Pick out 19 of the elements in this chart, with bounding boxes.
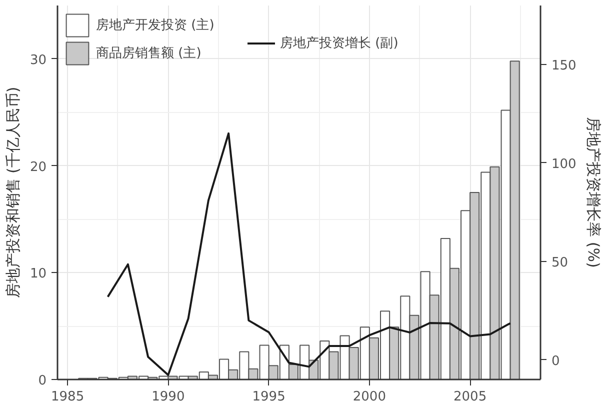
line-series bbox=[106, 132, 512, 376]
y-tick-label: 20 bbox=[30, 160, 47, 175]
x-tick-label: 2000 bbox=[352, 390, 386, 404]
y-tick-label: 30 bbox=[30, 52, 47, 68]
legend-label: 房地产投资增长 (副) bbox=[280, 35, 398, 52]
y-tick-label: 0 bbox=[38, 374, 47, 388]
y2-tick-label: 150 bbox=[552, 58, 576, 74]
x-tick-label: 2005 bbox=[454, 390, 487, 404]
legend-label: 房地产开发投资 (主) bbox=[96, 17, 214, 34]
x-tick-label: 1985 bbox=[51, 390, 84, 404]
y2-tick-label: 0 bbox=[552, 354, 560, 369]
y2-tick-label: 100 bbox=[552, 156, 576, 172]
y-axis-title: 房地产投资和销售 (千亿人民币) bbox=[4, 86, 22, 298]
x-tick-label: 1990 bbox=[152, 390, 185, 404]
y-tick-label: 10 bbox=[30, 266, 47, 282]
legend-label: 商品房销售额 (主) bbox=[96, 45, 202, 62]
y2-axis-title: 房地产投资增长率 (%) bbox=[584, 117, 602, 268]
y2-tick-label: 50 bbox=[552, 255, 568, 270]
x-tick-label: 1995 bbox=[252, 390, 286, 404]
